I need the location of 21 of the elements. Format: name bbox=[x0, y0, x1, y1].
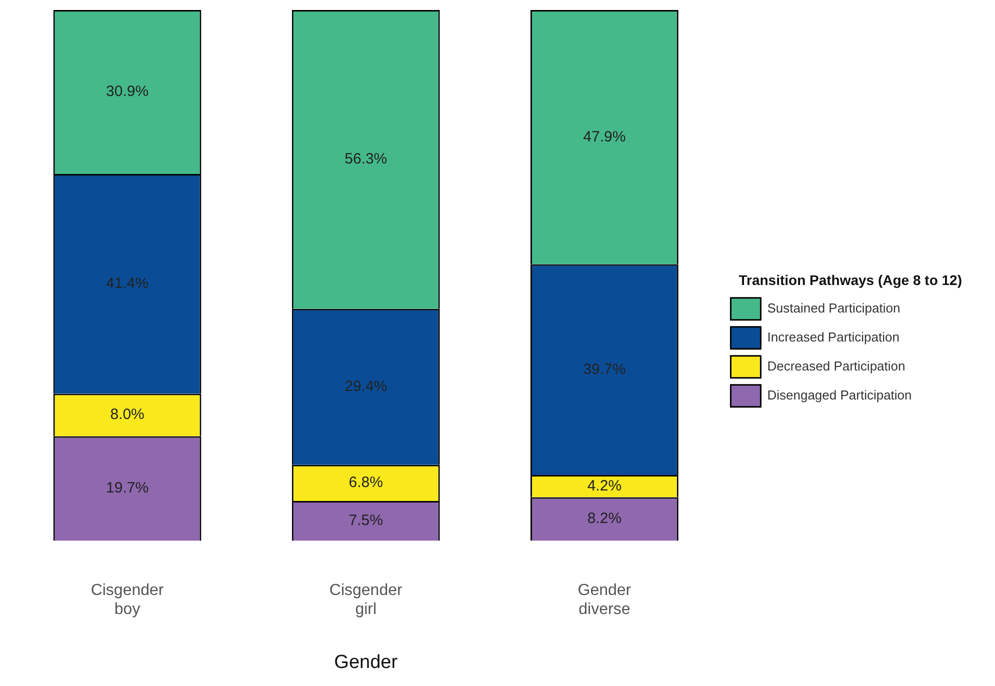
data-label: 30.9% bbox=[106, 83, 149, 100]
legend-label: Increased Participation bbox=[767, 329, 900, 344]
x-tick-label: Cisgender girl bbox=[329, 582, 403, 618]
data-label: 8.0% bbox=[110, 406, 144, 424]
data-label: 47.9% bbox=[583, 128, 626, 146]
legend-label: Disengaged Participation bbox=[767, 387, 912, 402]
data-label: 6.8% bbox=[348, 474, 383, 492]
data-label: 56.3% bbox=[344, 150, 388, 168]
data-label: 19.7% bbox=[106, 480, 149, 497]
x-axis-title: Gender bbox=[334, 652, 398, 673]
legend-label: Decreased Participation bbox=[767, 358, 906, 374]
x-tick-label: Cisgender boy bbox=[90, 582, 164, 618]
legend-title: Transition Pathways (Age 8 to 12) bbox=[738, 272, 962, 288]
data-label: 41.4% bbox=[106, 275, 149, 292]
data-label: 29.4% bbox=[344, 378, 388, 396]
data-label: 4.2% bbox=[587, 477, 622, 494]
data-label: 8.2% bbox=[587, 510, 622, 528]
x-tick-label: Gender diverse bbox=[578, 582, 632, 618]
data-label: 39.7% bbox=[583, 360, 626, 378]
legend-label: Sustained Participation bbox=[767, 300, 900, 316]
data-label: 7.5% bbox=[348, 512, 383, 530]
